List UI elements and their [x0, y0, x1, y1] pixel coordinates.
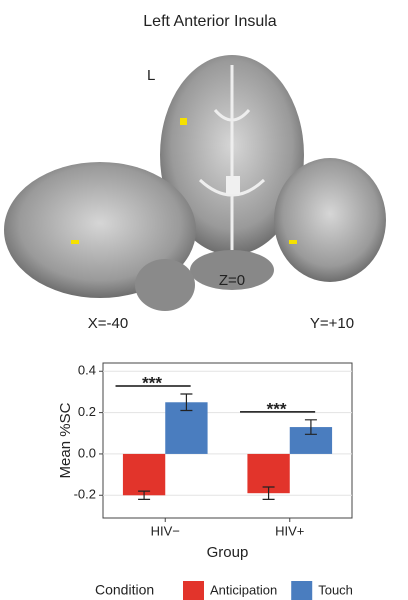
x-axis-label: Group — [207, 544, 249, 561]
significance-label: *** — [267, 399, 287, 418]
sagittal-cerebellum — [135, 259, 195, 311]
roi-axial — [180, 118, 187, 125]
bar-chart: -0.2 0.0 0.2 0.4 Mean %SC Group HIV− *** HIV+ ***… — [57, 363, 353, 600]
roi-coronal — [289, 240, 297, 244]
y-tick-label: 0.0 — [78, 445, 96, 460]
legend-title: Condition — [95, 582, 154, 598]
legend-label: Touch — [318, 582, 353, 597]
y-tick-label: 0.2 — [78, 404, 96, 419]
brain-label: Z=0 — [219, 272, 245, 289]
brain-images — [4, 55, 386, 311]
significance-label: *** — [142, 373, 162, 392]
brain-label: X=-40 — [88, 315, 128, 332]
x-tick-label: HIV+ — [275, 523, 304, 538]
y-tick-label: 0.4 — [78, 363, 96, 378]
bar — [123, 454, 165, 495]
brain-label: Y=+10 — [310, 315, 354, 332]
figure: Left Anterior Insula L Z=0 X=-40 Y=+10 -… — [0, 0, 408, 600]
legend-swatch — [183, 581, 204, 600]
legend-label: Anticipation — [210, 582, 277, 597]
y-tick-label: -0.2 — [74, 487, 96, 502]
legend-swatch — [291, 581, 312, 600]
brain-label: L — [147, 67, 155, 84]
coronal-slice — [274, 158, 386, 282]
y-axis-label: Mean %SC — [57, 402, 74, 478]
x-tick-label: HIV− — [151, 523, 180, 538]
roi-sagittal — [71, 240, 79, 244]
ventricle — [226, 176, 240, 194]
panel-title: Left Anterior Insula — [143, 13, 277, 30]
